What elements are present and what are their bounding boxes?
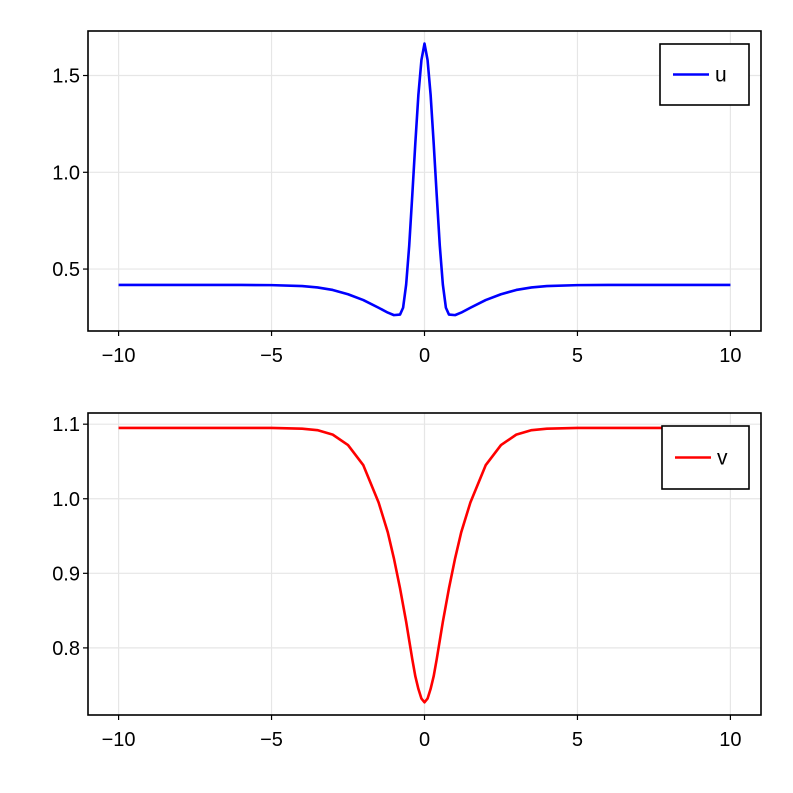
y-tick-label: 0.5 [52, 259, 80, 281]
series-line-u [118, 42, 731, 317]
x-tick-label: 5 [572, 729, 583, 751]
y-tick-label: 0.8 [52, 638, 80, 660]
top-panel-u: −10 −5 0 5 10 0.5 1.0 1.5 u [52, 30, 762, 367]
y-tick-label: 1.0 [52, 162, 80, 184]
x-tick-label: −5 [260, 345, 283, 367]
legend: u [659, 43, 750, 106]
series-line-v [118, 426, 731, 704]
x-tick-label: 10 [719, 729, 741, 751]
x-tick-label: 5 [572, 345, 583, 367]
y-tick-label: 1.5 [52, 66, 80, 88]
y-tick-label: 0.9 [52, 563, 80, 585]
x-tick-label: 10 [719, 345, 741, 367]
legend: v [661, 425, 750, 490]
bottom-panel-v: −10 −5 0 5 10 0.8 0.9 1.0 1.1 v [52, 412, 762, 751]
x-tick-label: −10 [102, 729, 136, 751]
x-tick-label: 0 [419, 345, 430, 367]
y-tick-label: 1.1 [52, 414, 80, 436]
legend-label-v: v [717, 447, 728, 470]
legend-label-u: u [715, 64, 727, 87]
x-tick-label: −5 [260, 729, 283, 751]
x-tick-label: 0 [419, 729, 430, 751]
x-tick-label: −10 [102, 345, 136, 367]
y-tick-label: 1.0 [52, 489, 80, 511]
